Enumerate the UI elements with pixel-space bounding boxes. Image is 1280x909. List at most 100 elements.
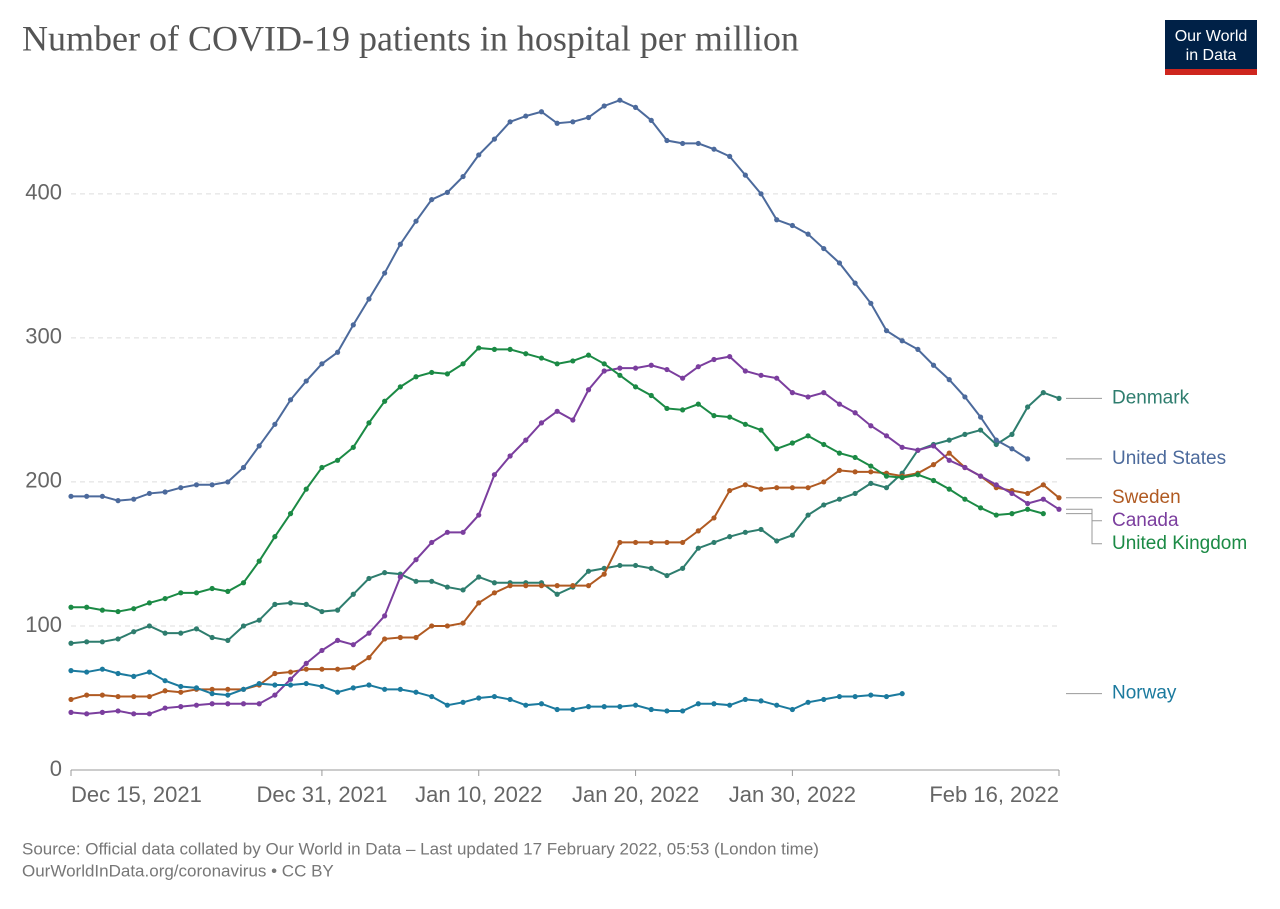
logo-text: in Data bbox=[1186, 47, 1237, 64]
data-point bbox=[131, 496, 137, 502]
data-point bbox=[99, 709, 105, 715]
data-point bbox=[162, 678, 168, 684]
data-point bbox=[915, 346, 921, 352]
data-point bbox=[727, 353, 733, 360]
data-point bbox=[84, 604, 90, 610]
data-point bbox=[240, 701, 247, 707]
data-point bbox=[319, 683, 325, 690]
data-point bbox=[178, 704, 184, 710]
data-point bbox=[68, 640, 74, 646]
data-point bbox=[178, 683, 184, 690]
data-point bbox=[570, 358, 576, 364]
legend-label: Sweden bbox=[1112, 487, 1181, 508]
data-point bbox=[429, 693, 435, 700]
data-point bbox=[319, 608, 325, 615]
data-point bbox=[758, 698, 764, 704]
data-point bbox=[789, 532, 795, 538]
data-point bbox=[84, 493, 90, 499]
data-point bbox=[538, 109, 545, 115]
data-point bbox=[162, 595, 168, 602]
data-point bbox=[742, 696, 748, 703]
data-point bbox=[789, 390, 795, 396]
data-point bbox=[695, 545, 701, 551]
data-point bbox=[632, 562, 639, 569]
data-point bbox=[240, 464, 247, 471]
data-point bbox=[758, 372, 764, 378]
data-point bbox=[523, 437, 529, 443]
data-point bbox=[429, 369, 435, 376]
data-point bbox=[601, 704, 607, 710]
data-point bbox=[727, 487, 733, 494]
data-point bbox=[397, 574, 403, 580]
data-point bbox=[695, 140, 701, 147]
data-point bbox=[366, 420, 372, 426]
x-tick-label: Jan 10, 2022 bbox=[415, 782, 542, 807]
data-point bbox=[805, 231, 811, 237]
data-point bbox=[899, 338, 905, 344]
data-point bbox=[711, 146, 717, 152]
data-point bbox=[131, 673, 137, 679]
x-tick-label: Dec 15, 2021 bbox=[71, 782, 202, 807]
data-point bbox=[836, 693, 843, 700]
data-point bbox=[617, 704, 623, 710]
data-point bbox=[868, 463, 874, 469]
data-point bbox=[335, 637, 341, 643]
series-line bbox=[70, 355, 1060, 715]
data-point bbox=[680, 407, 686, 413]
data-point bbox=[319, 666, 325, 672]
data-point bbox=[883, 693, 890, 700]
data-point bbox=[413, 374, 419, 380]
data-point bbox=[852, 693, 858, 700]
data-point bbox=[429, 196, 435, 203]
data-point bbox=[209, 634, 215, 641]
data-point bbox=[460, 361, 466, 367]
data-point bbox=[335, 689, 341, 695]
data-point bbox=[1025, 490, 1031, 497]
data-point bbox=[382, 686, 388, 692]
data-point bbox=[727, 534, 733, 540]
data-point bbox=[1025, 456, 1031, 462]
data-point bbox=[711, 701, 717, 707]
data-point bbox=[225, 686, 231, 692]
data-point bbox=[193, 482, 200, 488]
data-point bbox=[225, 588, 231, 594]
data-point bbox=[836, 260, 843, 266]
data-point bbox=[993, 441, 999, 448]
data-point bbox=[523, 113, 529, 119]
data-point bbox=[915, 447, 921, 453]
data-point bbox=[303, 680, 309, 687]
data-point bbox=[429, 578, 435, 584]
data-point bbox=[1025, 404, 1031, 410]
data-point bbox=[742, 529, 748, 535]
data-point bbox=[632, 539, 639, 546]
data-point bbox=[617, 539, 623, 546]
data-point bbox=[789, 485, 795, 491]
data-point bbox=[617, 372, 623, 378]
data-point bbox=[131, 711, 137, 717]
data-point bbox=[993, 437, 999, 443]
data-point bbox=[491, 472, 498, 478]
data-point bbox=[131, 629, 137, 635]
data-point bbox=[209, 482, 215, 488]
data-point bbox=[162, 489, 168, 495]
data-point bbox=[805, 512, 811, 518]
data-point bbox=[429, 539, 435, 546]
data-point bbox=[852, 469, 858, 475]
data-point bbox=[1056, 495, 1062, 501]
y-tick-label: 300 bbox=[25, 324, 62, 349]
data-point bbox=[272, 601, 278, 607]
data-point bbox=[1009, 446, 1015, 452]
data-point bbox=[680, 708, 686, 714]
data-point bbox=[413, 218, 419, 224]
legend-label: Norway bbox=[1112, 683, 1177, 704]
data-point bbox=[131, 693, 137, 700]
data-point bbox=[84, 639, 90, 645]
data-point bbox=[272, 692, 278, 698]
data-point bbox=[99, 692, 105, 698]
data-point bbox=[476, 345, 482, 351]
x-tick-label: Jan 20, 2022 bbox=[572, 782, 699, 807]
data-point bbox=[193, 685, 200, 691]
data-point bbox=[287, 669, 294, 675]
data-point bbox=[146, 711, 153, 717]
legend-label: Canada bbox=[1112, 510, 1179, 531]
